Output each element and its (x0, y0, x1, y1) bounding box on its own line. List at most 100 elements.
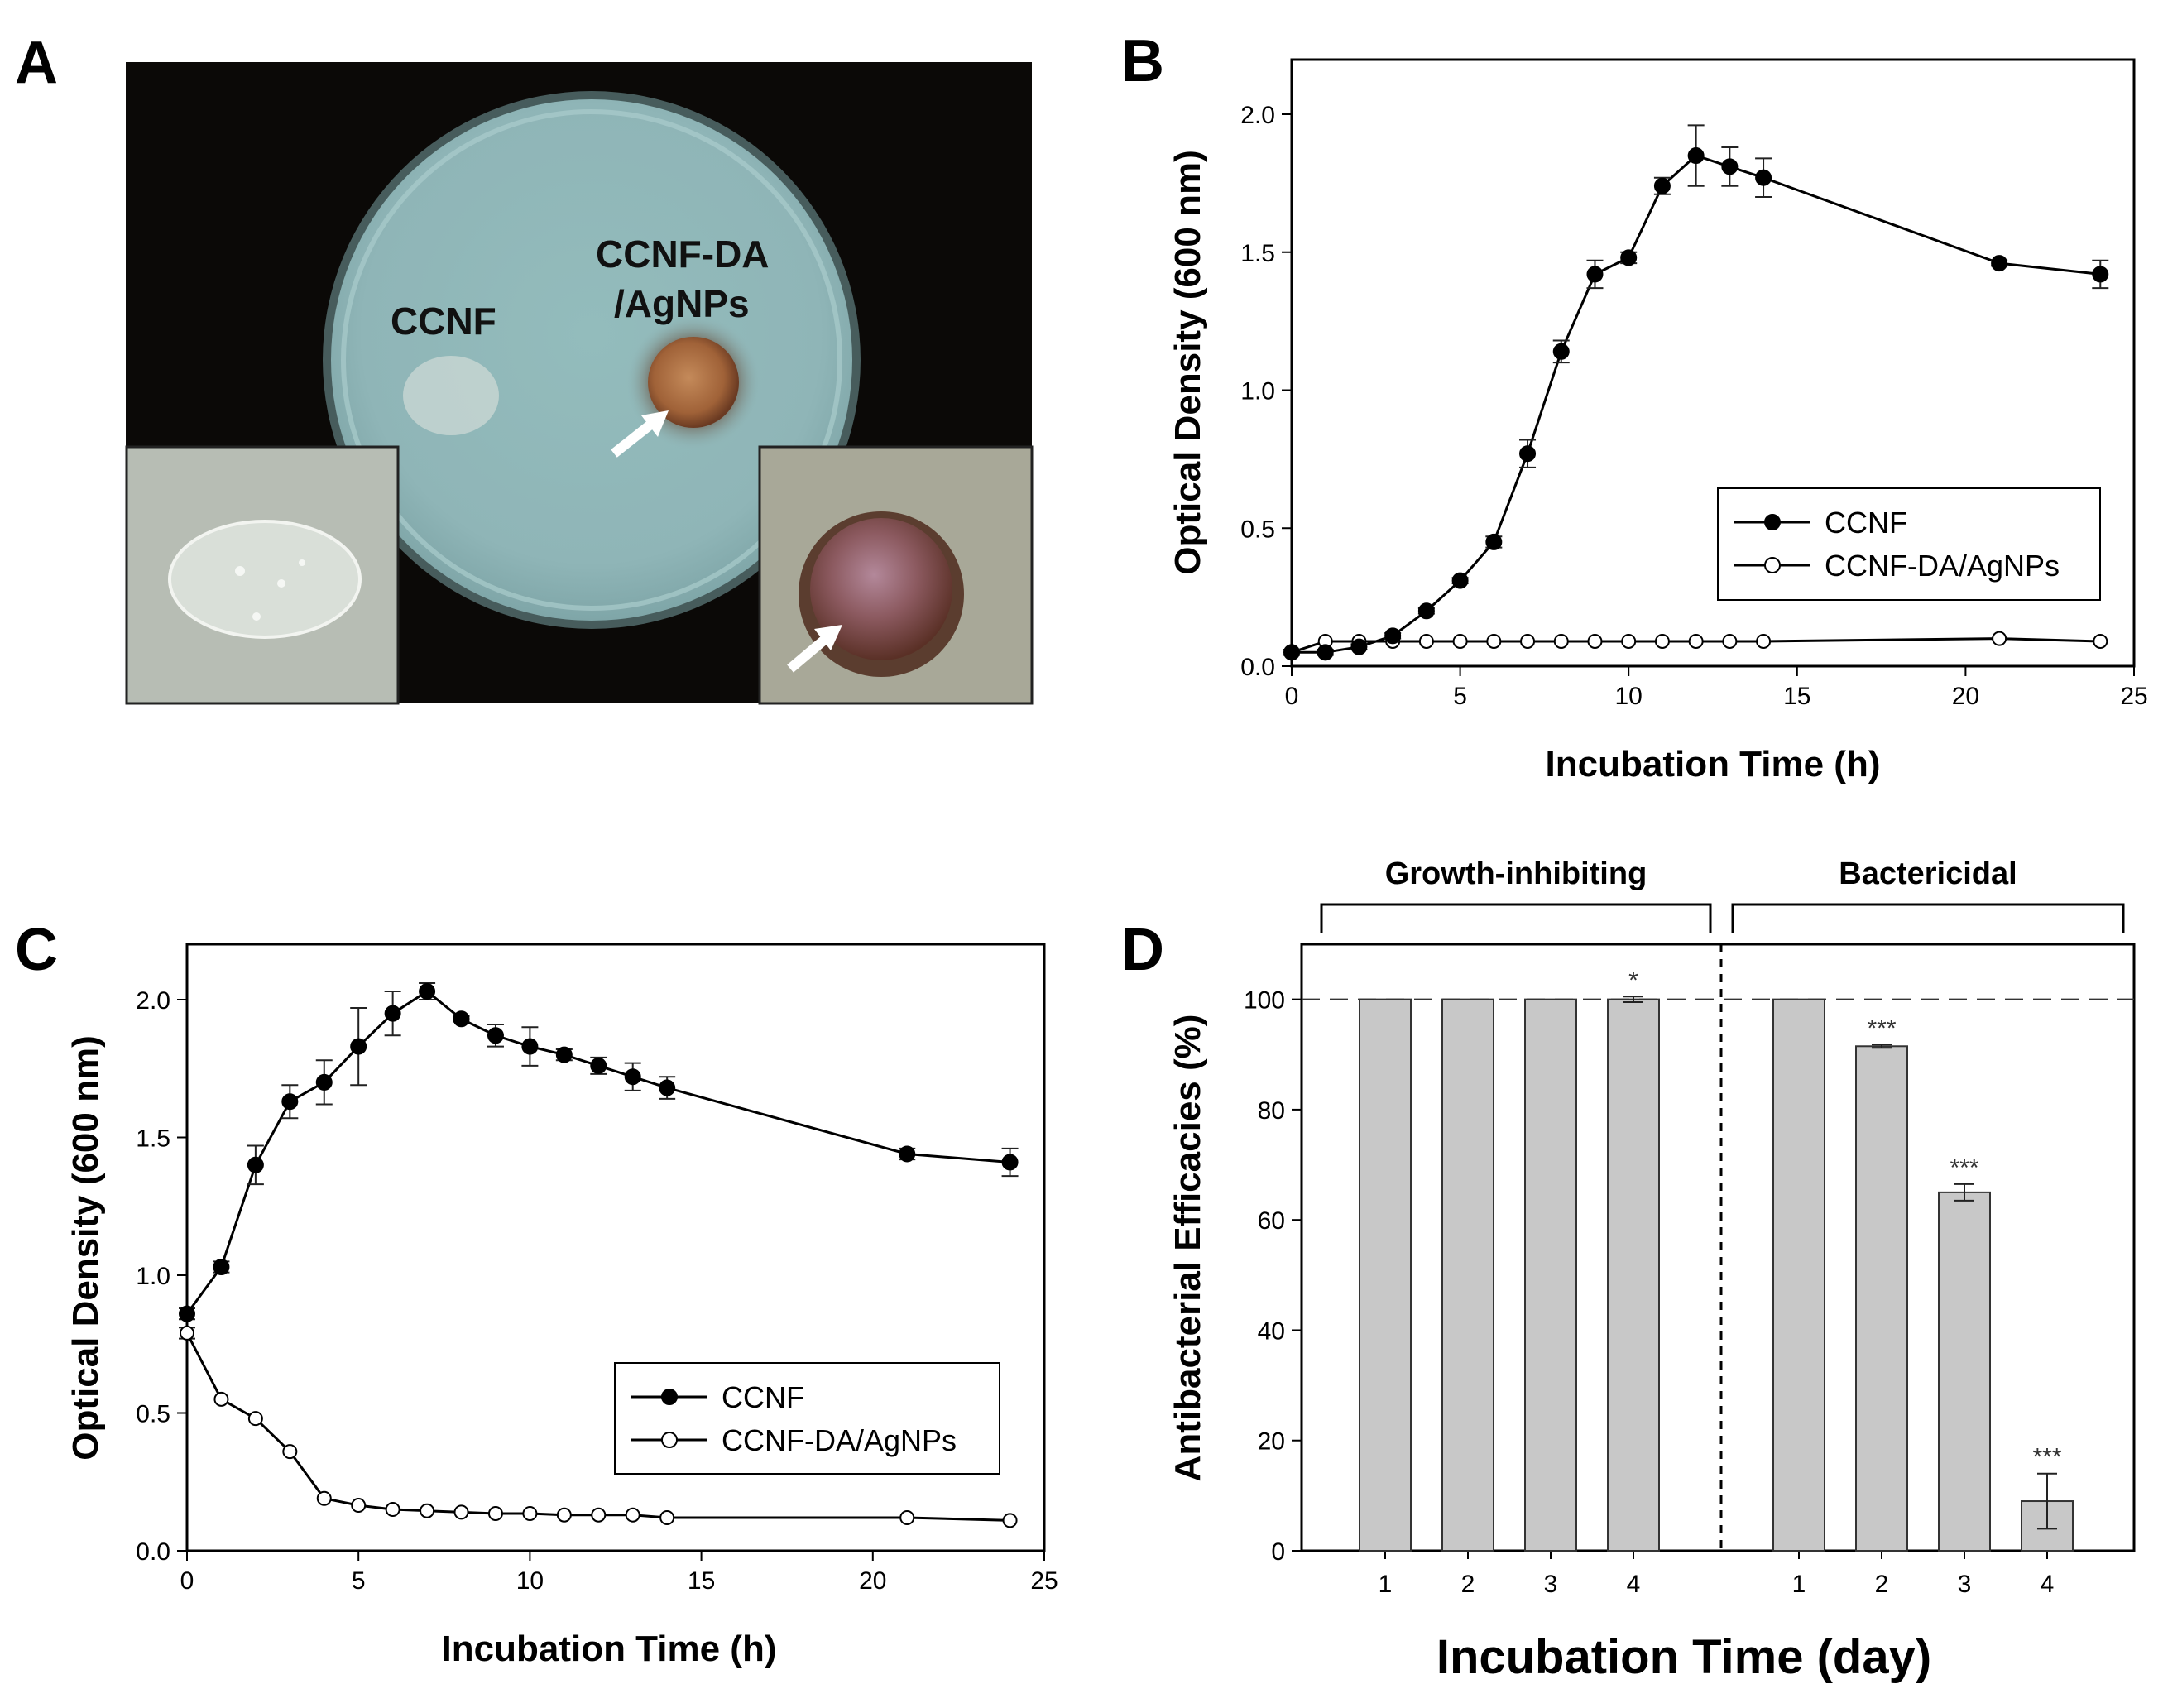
x-tick-label: 15 (688, 1567, 715, 1595)
data-point (1722, 633, 1738, 649)
data-point (521, 1038, 539, 1055)
x-tick-label: 20 (859, 1567, 886, 1595)
x-tick-label: 5 (1453, 683, 1467, 710)
data-point (350, 1038, 367, 1055)
data-point (213, 1391, 229, 1407)
data-point (281, 1093, 299, 1111)
y-tick-label: 0.0 (136, 1538, 170, 1566)
panel-b-letter: B (1121, 28, 1164, 94)
legend-marker-ccnf-b (1764, 514, 1781, 530)
data-point (384, 1005, 401, 1022)
significance-marker: *** (2032, 1444, 2061, 1471)
data-point (1486, 633, 1502, 649)
legend-marker-ccnf-da-b (1764, 557, 1781, 573)
bar-Bactericidal-day-2 (1855, 1045, 1908, 1552)
data-point (1350, 638, 1368, 655)
bar-Growth-inhibiting-day-3 (1524, 998, 1577, 1552)
y-tick-label: 1.5 (136, 1125, 170, 1153)
data-point (420, 1503, 435, 1518)
plot-frame-d (1300, 943, 2136, 1552)
panel-a: A CCNF CCNF-DA /AgNPs (15, 30, 1034, 705)
significance-marker: * (1628, 967, 1638, 994)
inset-ccnf-da-zoom (758, 445, 1034, 705)
x-tick-label: 0 (180, 1567, 194, 1595)
data-point (555, 1046, 573, 1063)
y-tick-label: 20 (1258, 1428, 1285, 1456)
data-point (1002, 1513, 1018, 1528)
data-point (1992, 631, 2007, 646)
panel-b: B 0 5 10 15 20 25 0.0 0.5 1.0 1.5 2.0 Incubation T… (1121, 28, 2148, 784)
data-point (385, 1502, 400, 1518)
data-point (487, 1506, 503, 1522)
x-tick-label: 2 (1461, 1571, 1475, 1598)
legend-label-ccnf-da-b: CCNF-DA/AgNPs (1825, 549, 2060, 583)
data-point (419, 983, 436, 1000)
y-tick-label: 0.5 (1240, 516, 1275, 543)
y-tick-label: 2.0 (136, 987, 170, 1015)
data-point (2092, 266, 2109, 283)
error-bar (1623, 996, 1643, 1003)
bar-Bactericidal-day-3 (1938, 1191, 1991, 1552)
data-point (247, 1156, 264, 1173)
x-tick-label: 4 (1627, 1571, 1641, 1598)
legend-box-b (1717, 487, 2101, 601)
y-tick-label: 1.0 (1240, 378, 1275, 405)
data-point (1384, 627, 1402, 645)
arrow-icon (611, 410, 669, 458)
panel-a-letter: A (15, 30, 58, 96)
data-point (351, 1498, 367, 1514)
y-tick-label: 2.0 (1240, 102, 1275, 129)
data-point (1451, 572, 1469, 589)
data-point (1520, 633, 1536, 649)
data-point (1755, 169, 1772, 186)
data-point (659, 1079, 676, 1096)
data-point (1283, 644, 1300, 661)
x-tick-label: 20 (1952, 683, 1979, 710)
data-point (1001, 1154, 1019, 1171)
y-tick-label: 0.5 (136, 1401, 170, 1428)
data-point (1687, 147, 1705, 165)
data-point (316, 1490, 332, 1506)
data-point (1721, 158, 1739, 175)
data-point (1317, 644, 1334, 661)
inset-ccnf-zoom (125, 445, 400, 705)
data-point (522, 1506, 538, 1522)
bracket-label-bactericidal: Bactericidal (1839, 856, 2017, 891)
data-point (1653, 177, 1671, 194)
bracket-growth-inhibiting: Growth-inhibiting (1320, 856, 1712, 933)
panel-d-letter: D (1121, 917, 1164, 983)
bar-Bactericidal-day-1 (1772, 998, 1825, 1552)
data-point (453, 1504, 469, 1520)
data-point (315, 1073, 333, 1091)
error-bar (1872, 1044, 1892, 1049)
bracket-bactericidal: Bactericidal (1731, 856, 2125, 933)
x-tick-label: 15 (1783, 683, 1810, 710)
data-point (1519, 445, 1537, 463)
legend-c: CCNF CCNF-DA/AgNPs (614, 1362, 1000, 1475)
y-tick-label: 40 (1258, 1317, 1285, 1345)
data-point (1587, 633, 1603, 649)
data-point (1586, 266, 1604, 283)
data-point (591, 1507, 607, 1523)
data-point (659, 1510, 675, 1526)
legend-label-ccnf-b: CCNF (1825, 506, 1907, 540)
data-point (247, 1411, 263, 1427)
legend-box-c (614, 1362, 1000, 1475)
x-tick-label: 25 (2120, 683, 2147, 710)
y-axis-title-d: Antibacterial Efficacies (%) (1168, 1015, 1208, 1482)
x-tick-label: 3 (1958, 1571, 1972, 1598)
data-point (1756, 633, 1772, 649)
x-tick-label: 0 (1285, 683, 1299, 710)
petri-dish-photo: CCNF CCNF-DA /AgNPs (125, 62, 1034, 705)
y-tick-label: 1.0 (136, 1263, 170, 1290)
data-point (625, 1507, 640, 1523)
y-tick-label: 60 (1258, 1207, 1285, 1235)
bar-Growth-inhibiting-day-4 (1607, 998, 1660, 1552)
ccnf-da-photo-label-2: /AgNPs (614, 282, 750, 325)
x-tick-label: 10 (516, 1567, 544, 1595)
data-point (590, 1057, 607, 1074)
data-point (487, 1027, 504, 1044)
data-point (1621, 633, 1637, 649)
